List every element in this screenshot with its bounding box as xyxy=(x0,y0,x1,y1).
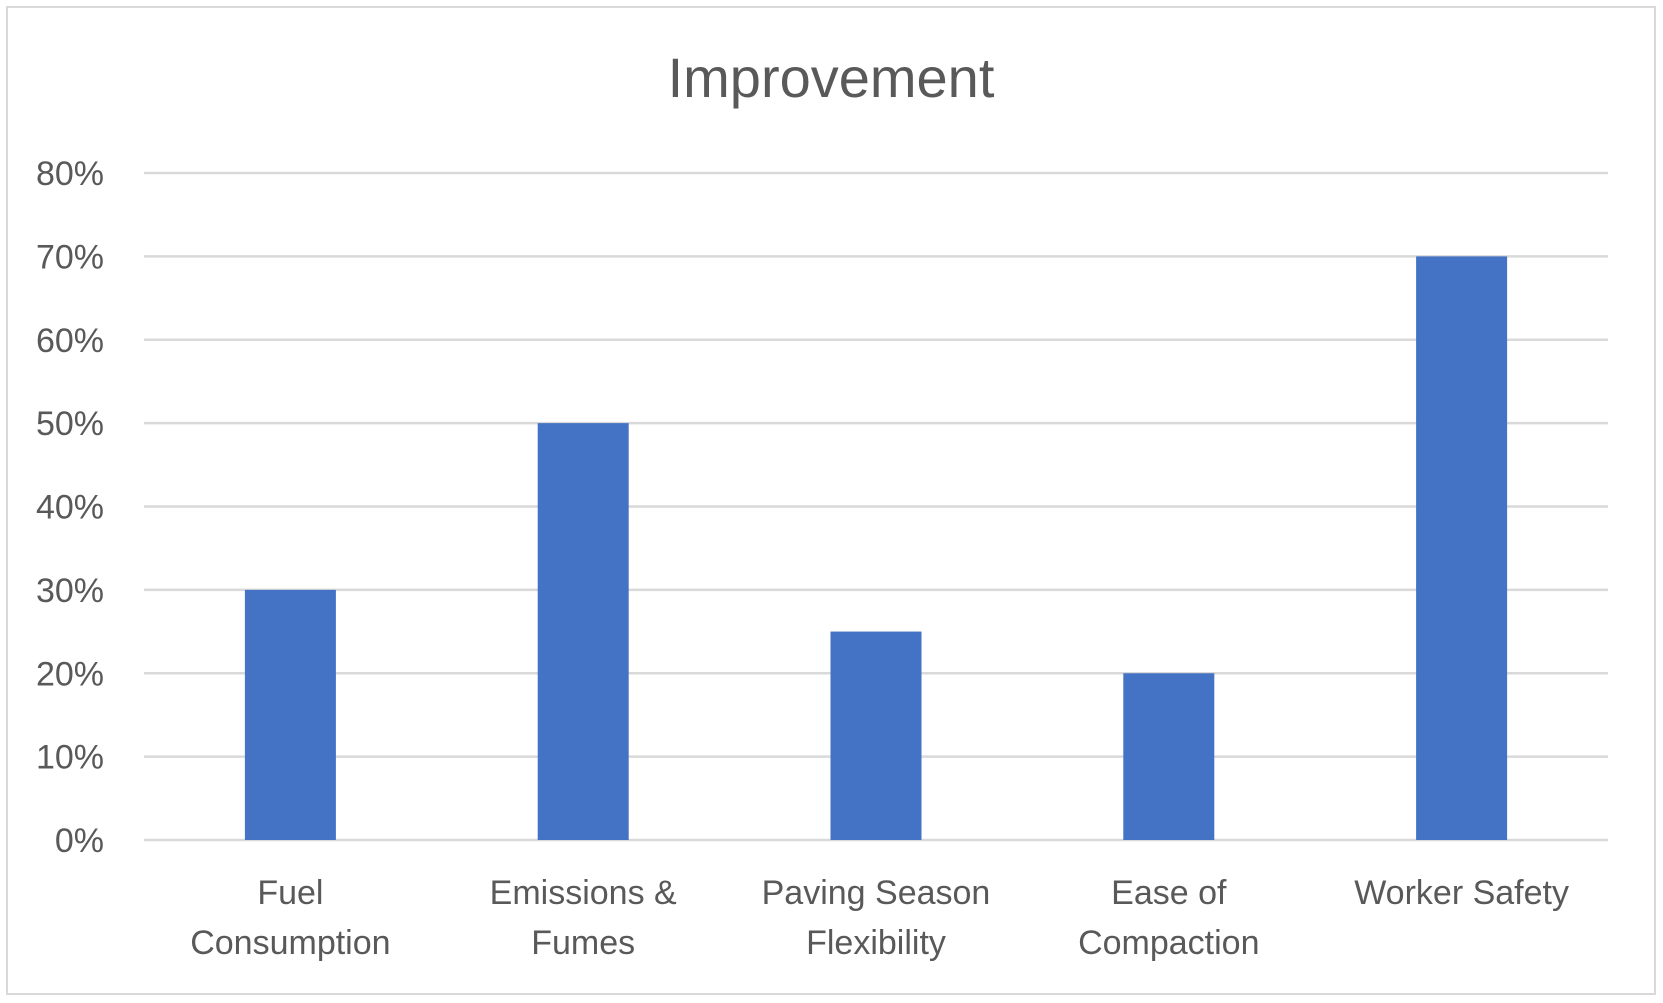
bar xyxy=(1123,673,1215,840)
x-category-label: Worker Safety xyxy=(1354,874,1569,912)
x-category-label: Paving Season Flexibility xyxy=(762,874,991,962)
x-category-label: Emissions & Fumes xyxy=(490,874,677,962)
y-tick-label: 80% xyxy=(36,155,104,193)
y-tick-label: 60% xyxy=(36,322,104,360)
x-axis-categories: Fuel Consumption Emissions & Fumes Paving Se… xyxy=(190,874,1569,962)
gridlines xyxy=(144,171,1608,842)
y-axis-ticks: 0% 10% 20% 30% 40% 50% 60% 70% 80% xyxy=(36,155,104,860)
y-tick-label: 50% xyxy=(36,405,104,443)
y-tick-label: 30% xyxy=(36,572,104,610)
bar xyxy=(830,631,922,840)
bars xyxy=(244,256,1508,840)
bar xyxy=(537,423,629,840)
bar xyxy=(244,589,336,840)
x-category-label: Ease of Compaction xyxy=(1078,874,1259,962)
y-tick-label: 20% xyxy=(36,655,104,693)
y-tick-label: 10% xyxy=(36,739,104,777)
bar xyxy=(1416,256,1508,840)
chart-title: Improvement xyxy=(668,46,995,109)
x-category-label: Fuel Consumption xyxy=(190,874,390,962)
y-tick-label: 40% xyxy=(36,489,104,527)
y-tick-label: 70% xyxy=(36,238,104,276)
y-tick-label: 0% xyxy=(55,822,104,860)
